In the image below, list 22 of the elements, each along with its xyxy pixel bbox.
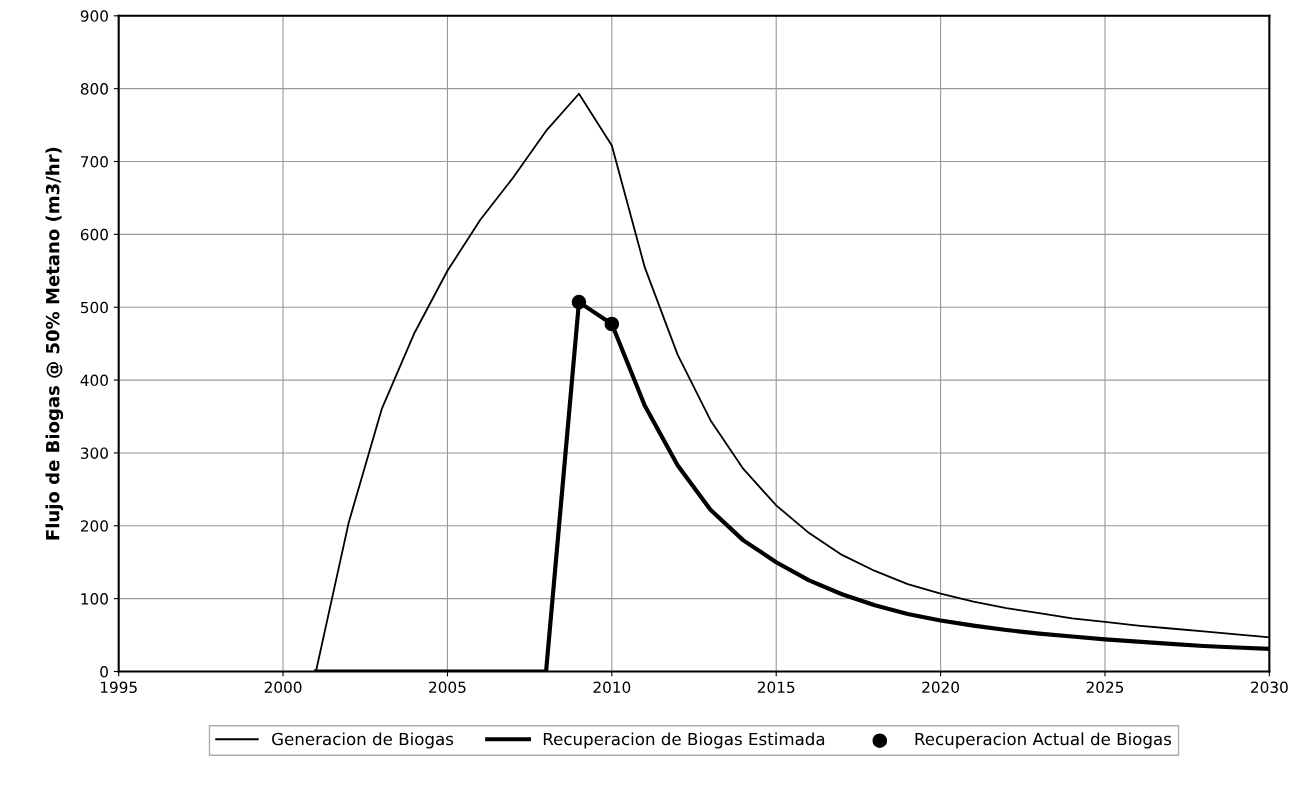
legend-label: Recuperacion Actual de Biogas [915, 732, 1172, 749]
x-tick-label: 2005 [429, 681, 466, 694]
x-tick-label: 2030 [1251, 681, 1288, 694]
y-tick-label: 500 [80, 301, 108, 314]
y-tick-label: 400 [80, 374, 108, 387]
x-tick-label: 1995 [100, 681, 137, 694]
y-axis-title: Flujo de Biogas @ 50% Metano (m3/hr) [45, 147, 64, 540]
y-tick-label: 800 [80, 83, 108, 95]
x-tick-label: 2010 [593, 681, 631, 694]
y-tick-label: 600 [80, 228, 108, 241]
y-tick-label: 0 [100, 665, 108, 678]
x-tick-label: 2020 [922, 681, 960, 694]
x-tick-label: 2015 [757, 681, 795, 694]
y-tick-label: 300 [80, 447, 108, 459]
x-tick-label: 2025 [1086, 681, 1124, 694]
y-tick-label: 200 [80, 520, 108, 532]
x-tick-label: 2000 [264, 681, 302, 694]
y-tick-label: 100 [81, 593, 108, 605]
y-tick-label: 900 [80, 10, 108, 22]
y-tick-label: 700 [81, 155, 108, 168]
legend-label: Generacion de Biogas [272, 732, 454, 749]
legend-label: Recuperacion de Biogas Estimada [543, 732, 825, 749]
